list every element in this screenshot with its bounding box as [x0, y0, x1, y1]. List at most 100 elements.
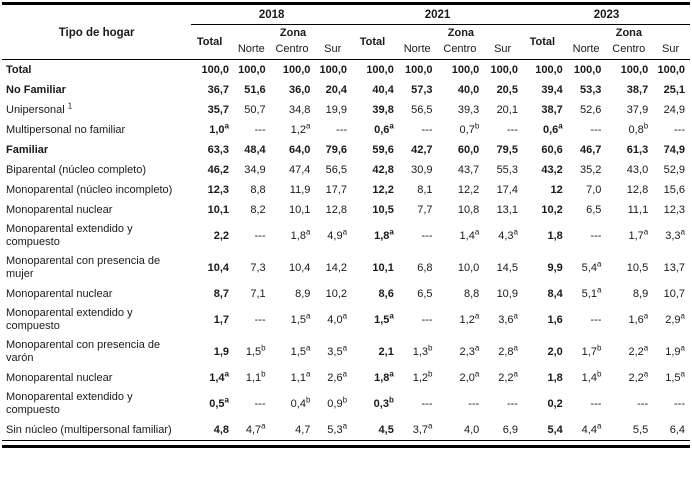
- value-cell: 1,7: [213, 314, 229, 326]
- value-cell: 1,8a: [374, 227, 394, 242]
- value-cell: 8,2: [250, 204, 266, 216]
- value-cell: 1,4a: [209, 369, 229, 384]
- footnote-marker: a: [389, 311, 394, 321]
- value-cell: 63,3: [207, 144, 229, 156]
- value-cell: 56,5: [325, 164, 348, 176]
- footnote-marker: a: [643, 227, 649, 237]
- value-cell: 25,1: [663, 84, 685, 96]
- value-cell: 0,2: [547, 398, 563, 410]
- value-cell: 1,8: [547, 230, 563, 242]
- value-cell: 4,8: [191, 420, 234, 441]
- value-cell: ---: [254, 398, 266, 410]
- value-cell: 10,2: [541, 204, 563, 216]
- value-cell: 59,6: [372, 144, 394, 156]
- zone-header-centro-2023: Centro: [606, 41, 654, 60]
- value-cell: 2,2a: [628, 343, 649, 358]
- table-row: Sin núcleo (multipersonal familiar) 4,8 4,…: [2, 420, 690, 441]
- row-label: Familiar: [6, 143, 49, 156]
- value-cell: 15,6: [663, 184, 685, 196]
- zona-group-header-2023: Zona: [615, 27, 643, 39]
- footnote-marker: a: [474, 369, 480, 379]
- value-cell: 1,1b: [245, 369, 266, 384]
- value-cell: 1,2a: [290, 121, 311, 136]
- footnote-marker: a: [643, 343, 649, 353]
- value-cell: ---: [421, 398, 433, 410]
- year-header-2018: 2018: [191, 6, 353, 25]
- footnote-marker: a: [342, 343, 348, 353]
- table-row: Familiar 63,3 48,4 64,0 79,6 59,6 42,7 60,0 79,5…: [2, 140, 690, 160]
- value-cell: 9,9: [547, 262, 563, 274]
- footnote-marker: a: [261, 421, 266, 431]
- table-body: Total 100,0 100,0 100,0 100,0 100,0 100,0 100,0…: [2, 60, 690, 441]
- footnote-marker: a: [596, 421, 602, 431]
- value-cell: 8,9: [632, 288, 649, 300]
- value-cell: 46,7: [579, 144, 602, 156]
- footnote-marker: a: [513, 369, 518, 379]
- value-cell: 1,3b: [412, 343, 433, 358]
- value-cell: 4,3a: [498, 227, 518, 242]
- value-cell: 4,9a: [327, 227, 348, 242]
- value-cell: 100,0: [535, 64, 563, 76]
- value-cell: 7,0: [586, 184, 602, 196]
- value-cell: 13,1: [496, 204, 518, 216]
- footnote-marker: a: [680, 343, 685, 353]
- value-cell: ---: [421, 124, 433, 136]
- value-cell: 56,5: [411, 104, 433, 116]
- value-cell: 38,7: [626, 84, 649, 96]
- value-cell: ---: [336, 124, 348, 136]
- value-cell: 79,5: [496, 144, 518, 156]
- value-cell: 2,2a: [498, 369, 518, 384]
- value-cell: 74,9: [663, 144, 685, 156]
- year-header-row: Tipo de hogar 2018 2021 2023: [2, 6, 690, 60]
- footnote-marker: a: [474, 343, 480, 353]
- value-cell: 10,1: [372, 262, 394, 274]
- value-cell: 1,5b: [245, 343, 266, 358]
- zona-group-header-2021: Zona: [447, 27, 475, 39]
- footnote-marker: a: [558, 121, 563, 131]
- footnote-marker: a: [474, 311, 480, 321]
- value-cell: 100,0: [451, 64, 480, 76]
- value-cell: 6,8: [417, 262, 433, 274]
- value-cell: 8,9: [295, 288, 311, 300]
- zone-header-norte-2021: Norte: [398, 41, 438, 60]
- footnote-marker: a: [342, 421, 348, 431]
- value-cell: 1,0a: [209, 121, 229, 136]
- zone-names-row: Norte Centro Sur Norte Centro Sur Norte …: [2, 41, 690, 60]
- footnote-marker: a: [305, 227, 311, 237]
- value-cell: 35,7: [207, 104, 229, 116]
- table-row: Monoparental extendido y compuesto 0,5a --…: [2, 388, 690, 420]
- zone-header-centro-2018: Centro: [270, 41, 316, 60]
- value-cell: 8,6: [378, 288, 394, 300]
- value-cell: 30,9: [411, 164, 433, 176]
- row-label: Monoparental nuclear: [6, 203, 113, 216]
- value-cell: 12,2: [457, 184, 480, 196]
- value-cell: 60,6: [541, 144, 563, 156]
- table-row: Monoparental nuclear 1,4a 1,1b 1,1a 2,6a 1,8a…: [2, 368, 690, 388]
- value-cell: 0,3b: [373, 395, 394, 410]
- value-cell: 7,1: [250, 288, 266, 300]
- value-cell: 1,4b: [581, 369, 602, 384]
- value-cell: 39,4: [541, 84, 563, 96]
- value-cell: 100,0: [319, 64, 348, 76]
- value-cell: 100,0: [657, 64, 685, 76]
- value-cell: 3,6a: [498, 311, 518, 326]
- value-cell: 1,6a: [628, 311, 649, 326]
- value-cell: 36,0: [288, 84, 311, 96]
- value-cell: 6,9: [484, 420, 523, 441]
- zona-header-row: Total Zona Total Zona Total Zona: [2, 24, 690, 60]
- value-cell: 13,7: [663, 262, 685, 274]
- table-row: Total 100,0 100,0 100,0 100,0 100,0 100,0 100,0…: [2, 60, 690, 81]
- value-cell: 1,9a: [665, 343, 685, 358]
- table-row: Monoparental con presencia de varón 1,9 1,…: [2, 336, 690, 368]
- value-cell: 51,6: [244, 84, 266, 96]
- footnote-marker: a: [342, 227, 348, 237]
- total-column-header-2023: Total: [522, 24, 568, 60]
- value-cell: 8,8: [464, 288, 480, 300]
- value-cell: 4,4a: [567, 420, 607, 441]
- row-label: Monoparental con presencia de mujer: [6, 255, 161, 280]
- footnote-marker: b: [261, 369, 266, 379]
- zone-header-norte-2023: Norte: [567, 41, 607, 60]
- value-cell: ---: [421, 230, 433, 242]
- value-cell: 34,9: [244, 164, 266, 176]
- value-cell: 60,0: [457, 144, 480, 156]
